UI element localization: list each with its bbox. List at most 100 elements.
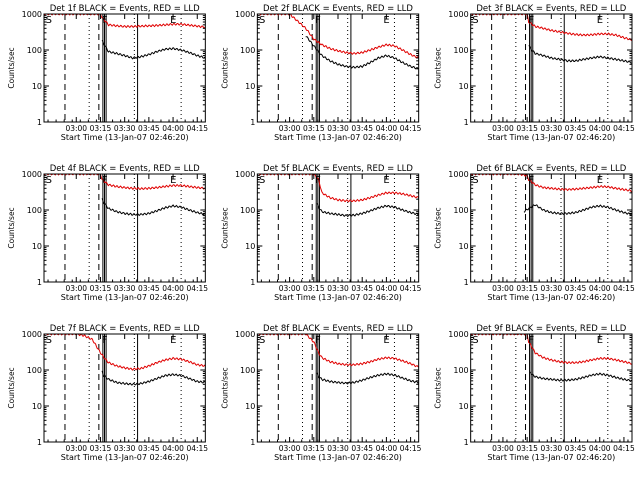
x-axis-label: Start Time (13-Jan-07 02:46:20) — [61, 453, 189, 462]
marker-E: E — [597, 15, 603, 26]
x-tick-label: 03:30 — [327, 124, 349, 133]
x-tick-label: 04:00 — [376, 284, 398, 293]
y-tick-label: 100 — [27, 366, 42, 375]
x-tick-label: 04:00 — [162, 444, 184, 453]
marker-F: F — [528, 15, 534, 26]
x-tick-label: 04:15 — [400, 444, 422, 453]
x-axis-label: Start Time (13-Jan-07 02:46:20) — [61, 293, 189, 302]
series-lld — [44, 174, 206, 191]
panel-det-6: 1 10 100 1000 03:00 03:15 03:30 03:45 04:00 04:15… — [434, 164, 635, 302]
marker-E: E — [170, 335, 176, 346]
y-axis-label: Counts/sec — [220, 47, 229, 88]
panel-title: Det 8f BLACK = Events, RED = LLD — [263, 324, 413, 334]
y-tick-label: 10 — [245, 82, 255, 91]
marker-F: F — [102, 335, 108, 346]
marker-F: F — [315, 335, 321, 346]
y-tick-label: 1000 — [448, 330, 468, 339]
y-axis-label: Counts/sec — [7, 207, 16, 248]
x-tick-label: 03:45 — [351, 124, 373, 133]
x-tick-label: 03:15 — [90, 284, 112, 293]
series-events — [101, 198, 206, 217]
y-tick-label: 1000 — [22, 330, 42, 339]
panel-title: Det 3f BLACK = Events, RED = LLD — [476, 4, 626, 14]
y-tick-label: 1 — [464, 438, 469, 447]
y-tick-label: 100 — [453, 366, 468, 375]
series-lld — [470, 334, 632, 365]
x-tick-label: 03:30 — [114, 444, 136, 453]
panel-det-1: 1 10 100 1000 03:00 03:15 03:30 03:45 04:00 04:15… — [7, 4, 208, 142]
series-lld — [44, 334, 206, 371]
y-tick-label: 100 — [453, 46, 468, 55]
y-tick-label: 1000 — [22, 170, 42, 179]
panel-det-5: 1 10 100 1000 03:00 03:15 03:30 03:45 04:00 04:15… — [220, 164, 421, 302]
panel-title: Det 9f BLACK = Events, RED = LLD — [476, 324, 626, 334]
series-lld — [470, 14, 632, 42]
marker-F: F — [102, 175, 108, 186]
y-tick-label: 1 — [250, 438, 255, 447]
marker-E: E — [383, 175, 389, 186]
y-tick-label: 100 — [240, 206, 255, 215]
y-axis-label: Counts/sec — [7, 47, 16, 88]
x-axis-label: Start Time (13-Jan-07 02:46:20) — [61, 133, 189, 142]
y-tick-label: 1000 — [235, 10, 255, 19]
y-tick-label: 10 — [245, 242, 255, 251]
marker-E: E — [597, 175, 603, 186]
x-tick-label: 03:45 — [565, 124, 587, 133]
x-tick-label: 03:45 — [138, 124, 160, 133]
marker-S: S — [472, 175, 478, 186]
x-tick-label: 03:45 — [351, 284, 373, 293]
marker-S: S — [46, 335, 52, 346]
marker-F: F — [102, 15, 108, 26]
y-axis-label: Counts/sec — [7, 367, 16, 408]
x-tick-label: 03:30 — [541, 444, 563, 453]
x-tick-label: 03:15 — [516, 284, 538, 293]
y-tick-label: 1000 — [22, 10, 42, 19]
marker-S: S — [472, 335, 478, 346]
y-tick-label: 10 — [32, 242, 42, 251]
marker-S: S — [259, 15, 265, 26]
x-tick-label: 03:30 — [327, 444, 349, 453]
marker-E: E — [597, 335, 603, 346]
x-tick-label: 04:15 — [186, 444, 208, 453]
y-tick-label: 1000 — [235, 170, 255, 179]
y-tick-label: 1 — [464, 118, 469, 127]
series-events — [101, 370, 206, 386]
x-tick-label: 04:15 — [186, 124, 208, 133]
y-tick-label: 10 — [245, 402, 255, 411]
x-tick-label: 03:00 — [65, 284, 87, 293]
y-tick-label: 100 — [453, 206, 468, 215]
series-events — [529, 371, 632, 383]
y-axis-label: Counts/sec — [434, 207, 443, 248]
x-tick-label: 03:00 — [492, 284, 514, 293]
y-tick-label: 10 — [458, 402, 468, 411]
x-tick-label: 04:00 — [376, 124, 398, 133]
marker-S: S — [259, 335, 265, 346]
y-tick-label: 100 — [27, 206, 42, 215]
x-tick-label: 03:00 — [65, 444, 87, 453]
marker-F: F — [315, 15, 321, 26]
y-axis-label: Counts/sec — [220, 367, 229, 408]
panel-title: Det 4f BLACK = Events, RED = LLD — [50, 164, 200, 174]
panel-title: Det 7f BLACK = Events, RED = LLD — [50, 324, 200, 334]
marker-E: E — [383, 15, 389, 26]
x-tick-label: 03:15 — [303, 124, 325, 133]
x-tick-label: 03:45 — [138, 284, 160, 293]
x-tick-label: 03:15 — [90, 444, 112, 453]
marker-F: F — [528, 175, 534, 186]
y-axis-label: Counts/sec — [220, 207, 229, 248]
x-tick-label: 04:15 — [400, 124, 422, 133]
x-tick-label: 04:00 — [589, 284, 611, 293]
y-tick-label: 1 — [250, 118, 255, 127]
x-tick-label: 03:30 — [541, 284, 563, 293]
y-tick-label: 1 — [37, 118, 42, 127]
x-axis-label: Start Time (13-Jan-07 02:46:20) — [274, 293, 402, 302]
panel-det-7: 1 10 100 1000 03:00 03:15 03:30 03:45 04:00 04:15… — [7, 324, 208, 462]
x-axis-label: Start Time (13-Jan-07 02:46:20) — [487, 453, 615, 462]
series-events — [316, 372, 419, 385]
marker-S: S — [472, 15, 478, 26]
x-tick-label: 03:15 — [303, 444, 325, 453]
x-axis-label: Start Time (13-Jan-07 02:46:20) — [487, 133, 615, 142]
series-events — [101, 39, 206, 60]
x-axis-label: Start Time (13-Jan-07 02:46:20) — [487, 293, 615, 302]
x-axis-label: Start Time (13-Jan-07 02:46:20) — [274, 453, 402, 462]
